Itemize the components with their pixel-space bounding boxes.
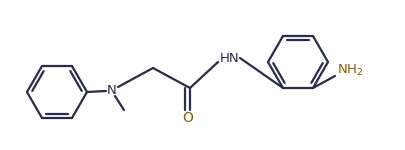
Text: O: O: [182, 111, 193, 125]
Text: N: N: [107, 84, 117, 98]
Text: NH$_2$: NH$_2$: [336, 62, 362, 78]
Text: HN: HN: [220, 51, 239, 64]
